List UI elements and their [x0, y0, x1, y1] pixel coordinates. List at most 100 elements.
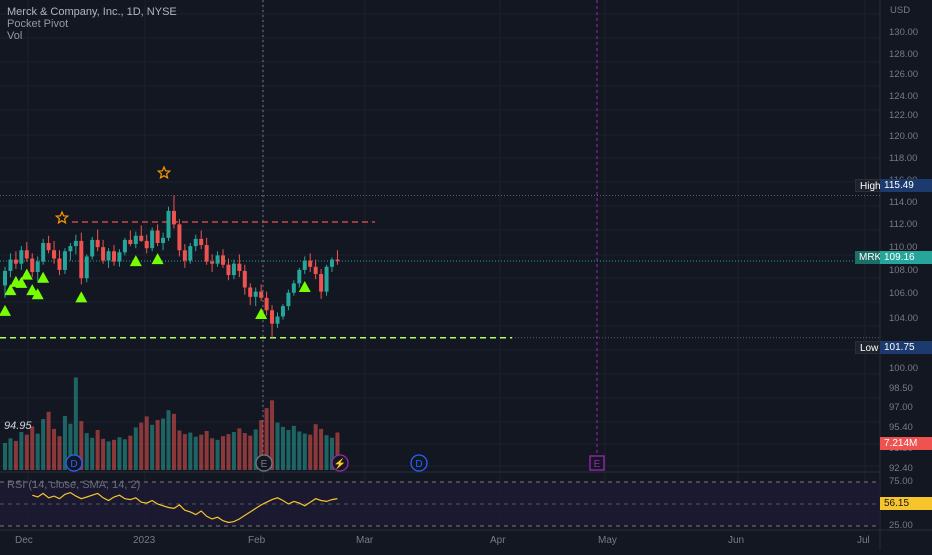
chart-legend: Merck & Company, Inc., 1D, NYSE Pocket P…	[7, 6, 177, 42]
candle-body	[24, 250, 29, 259]
volume-bar	[330, 437, 334, 470]
volume-bar	[280, 426, 285, 470]
y-tick-label: 118.00	[889, 153, 917, 164]
volume-bar	[193, 436, 198, 470]
candle-body	[237, 263, 242, 271]
x-tick-label: Jun	[728, 535, 744, 546]
volume-bar	[30, 426, 35, 470]
dividend-marker-future: D	[410, 454, 428, 472]
candle-body	[215, 255, 220, 264]
candle-body	[221, 255, 225, 265]
x-tick-label: Feb	[248, 535, 266, 546]
x-tick-label: Dec	[15, 535, 33, 546]
candle-body	[297, 269, 302, 284]
indicator-pocket-pivot: Pocket Pivot	[7, 18, 69, 30]
candle-body	[161, 237, 166, 243]
volume-bar	[166, 410, 171, 470]
candle-body	[248, 287, 253, 297]
candle-body	[106, 251, 111, 261]
volume-bar	[302, 433, 307, 470]
pivot-triangle	[37, 271, 50, 283]
candle-body	[155, 230, 160, 243]
pivot-triangle	[255, 307, 268, 319]
volume-bar	[139, 422, 144, 470]
pivot-triangle	[0, 304, 11, 316]
volume-bar	[79, 421, 84, 470]
candle-body	[13, 259, 18, 264]
volume-bar	[68, 423, 73, 470]
candle-body	[95, 239, 100, 248]
y-tick-label: 104.00	[889, 313, 918, 324]
candle-body	[324, 266, 329, 292]
earnings-marker: E	[255, 454, 273, 472]
chart-title: Merck & Company, Inc., 1D, NYSE	[7, 6, 177, 18]
candle-body	[139, 235, 144, 241]
y-tick-label: 98.50	[889, 383, 913, 394]
volume-bar	[122, 439, 127, 470]
rsi-tag: 56.15	[880, 497, 932, 510]
volume-bar	[46, 411, 51, 470]
candle-body	[253, 291, 258, 297]
volume-bar	[35, 433, 40, 470]
candle-body	[259, 291, 264, 298]
volume-bar	[248, 435, 253, 470]
volume-bar	[264, 408, 269, 470]
volume-bar	[275, 422, 280, 470]
pivot-triangle	[15, 276, 28, 288]
candle-body	[280, 306, 285, 317]
volume-bar	[313, 424, 318, 470]
candle-body	[177, 224, 182, 251]
dividend-marker-shape	[65, 454, 83, 472]
y-tick-label: 108.00	[889, 265, 918, 276]
y-tick-label: 126.00	[889, 69, 918, 80]
volume-bar	[90, 437, 95, 470]
low-price-tag: 101.75	[880, 341, 932, 354]
star-marker	[54, 210, 70, 225]
y-tick-label: 130.00	[889, 27, 918, 38]
volume-bar	[237, 428, 242, 470]
y-tick-label: 112.00	[889, 219, 917, 230]
candle-body	[188, 246, 193, 261]
volume-bar	[112, 439, 116, 470]
volume-bar	[19, 432, 24, 470]
earnings-marker-text: E	[261, 459, 268, 470]
candle-body	[231, 263, 236, 276]
rsi-legend: RSI (14, close, SMA, 14, 2)	[7, 479, 141, 491]
candle-body	[122, 239, 127, 253]
volume-bar	[62, 415, 67, 470]
volume-value-label: 94.95	[4, 420, 32, 432]
candles	[3, 195, 340, 338]
volume-bar	[286, 429, 291, 470]
y-tick-label: 97.00	[889, 402, 913, 413]
pivot-triangle	[31, 288, 44, 300]
candle-body	[3, 270, 7, 286]
last-symbol-label: MRK	[855, 251, 886, 264]
candle-body	[171, 210, 176, 225]
volume-bar	[226, 434, 231, 470]
x-tick-label: Mar	[356, 535, 374, 546]
split-marker-text: ⚡	[334, 457, 346, 470]
candle-body	[335, 259, 340, 261]
volume-bar	[101, 438, 106, 470]
y-tick-label: 122.00	[889, 110, 918, 121]
candle-body	[90, 239, 95, 257]
candle-body	[57, 258, 62, 270]
candle-body	[62, 251, 67, 270]
candle-body	[112, 251, 116, 262]
x-tick-label: Jul	[857, 535, 870, 546]
x-tick-label: Apr	[490, 535, 506, 546]
volume-bar	[133, 427, 138, 470]
candle-body	[150, 230, 155, 249]
candle-body	[79, 240, 84, 279]
volume-bar	[106, 441, 111, 470]
volume-bar	[128, 435, 133, 470]
candle-body	[226, 264, 231, 276]
volume-bar	[150, 424, 155, 470]
volume-bar	[161, 418, 166, 470]
volume-bars	[3, 377, 340, 470]
y-axis-unit: USD	[890, 5, 910, 16]
volume-bar	[171, 413, 176, 470]
candle-body	[264, 297, 269, 311]
